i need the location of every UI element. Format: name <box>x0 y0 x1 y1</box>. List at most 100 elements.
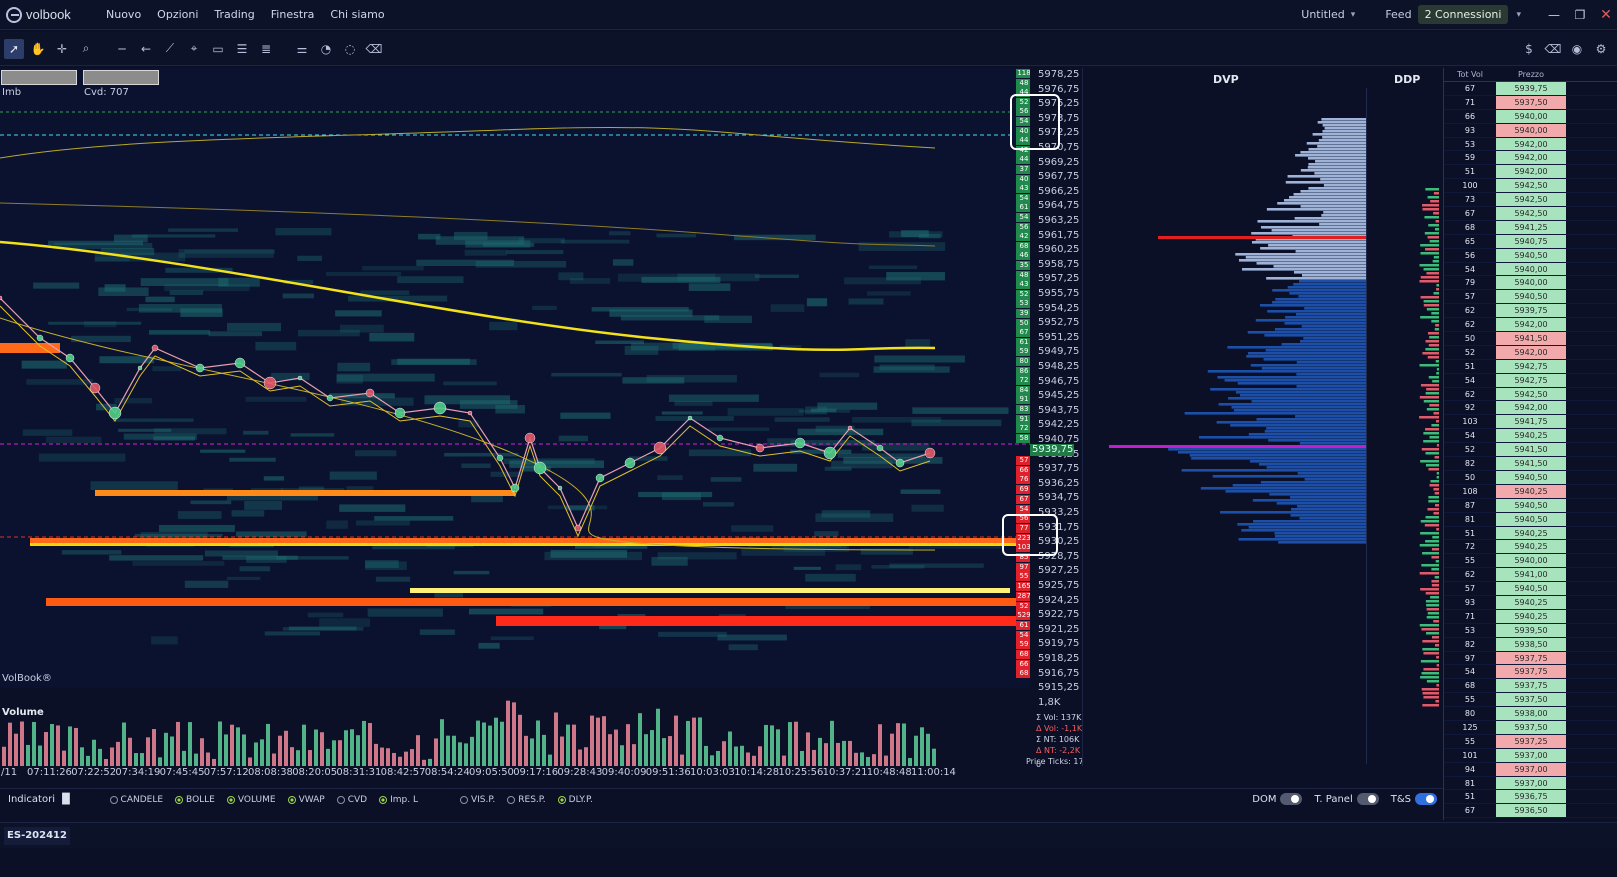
ladder-ask-cell[interactable]: 97 <box>1016 562 1032 572</box>
ladder-ask-cell[interactable]: 529 <box>1016 611 1032 621</box>
table-row[interactable]: 67 5942,50 <box>1444 207 1617 221</box>
ladder-ask-cell[interactable]: 69 <box>1016 485 1032 495</box>
table-row[interactable]: 93 5940,25 <box>1444 595 1617 610</box>
indicator-candele[interactable]: CANDELE <box>109 795 163 805</box>
ladder-ask-cell[interactable]: 56 <box>1016 514 1032 524</box>
ladder-bid-cell[interactable]: 52 <box>1016 97 1032 107</box>
maximize-button[interactable]: ❐ <box>1574 7 1586 22</box>
ladder-bid-cell[interactable]: 56 <box>1016 222 1032 232</box>
table-row[interactable]: 62 5942,50 <box>1444 387 1617 402</box>
dom-ladder[interactable]: 118 48 44 52 56 54 40 44 42 44 37 40 43 54 61 54 56 42 68 4… <box>1016 68 1032 688</box>
toggle-switch[interactable] <box>1356 793 1379 805</box>
ladder-bid-cell[interactable]: 53 <box>1016 299 1032 309</box>
ladder-bid-cell[interactable]: 91 <box>1016 395 1032 405</box>
table-row[interactable]: 66 5940,00 <box>1444 109 1617 124</box>
table-row[interactable]: 56 5940,50 <box>1444 248 1617 263</box>
ladder-bid-cell[interactable]: 61 <box>1016 203 1032 213</box>
ladder-bid-cell[interactable]: 48 <box>1016 270 1032 280</box>
ladder-ask-cell[interactable]: 85 <box>1016 553 1032 562</box>
time-and-sales-table[interactable]: Tot Vol Prezzo 67 5939,75 71 5937,50 66 5940,… <box>1443 68 1617 820</box>
close-button[interactable]: ✕ <box>1600 6 1612 23</box>
ladder-bid-cell[interactable]: 83 <box>1016 405 1032 414</box>
ladder-bid-cell[interactable]: 46 <box>1016 251 1032 261</box>
menu-nuovo[interactable]: Nuovo <box>106 8 142 21</box>
table-row[interactable]: 94 5937,00 <box>1444 762 1617 777</box>
ladder-bid-cell[interactable]: 118 <box>1016 69 1032 78</box>
table-row[interactable]: 92 5942,00 <box>1444 401 1617 416</box>
bell-icon[interactable]: ◔ <box>320 41 332 56</box>
ladder-ask-cell[interactable]: 223 <box>1016 533 1032 543</box>
table-row[interactable]: 108 5940,25 <box>1444 484 1617 499</box>
ladder-bid-cell[interactable]: 52 <box>1016 289 1032 299</box>
ladder-ask-cell[interactable]: 165 <box>1016 582 1032 592</box>
table-row[interactable]: 67 5939,75 <box>1444 82 1617 96</box>
table-row[interactable]: 65 5940,75 <box>1444 234 1617 249</box>
radio-icon[interactable] <box>287 795 296 804</box>
heatmap-chart[interactable] <box>0 68 1030 688</box>
ladder-ask-cell[interactable]: 68 <box>1016 669 1032 679</box>
ladder-bid-cell[interactable]: 59 <box>1016 347 1032 357</box>
table-row[interactable]: 51 5936,75 <box>1444 790 1617 805</box>
ladder-ask-cell[interactable]: 77 <box>1016 523 1032 533</box>
ladder-bid-cell[interactable]: 72 <box>1016 376 1032 386</box>
ladder-bid-cell[interactable]: 44 <box>1016 136 1032 146</box>
table-row[interactable]: 62 5939,75 <box>1444 304 1617 319</box>
ladder-ask-cell[interactable]: 66 <box>1016 659 1032 669</box>
table-row[interactable]: 57 5940,50 <box>1444 290 1617 305</box>
workspace-selector[interactable]: Untitled <box>1301 8 1345 21</box>
toggle-switch[interactable] <box>1415 793 1437 805</box>
ladder-bid-cell[interactable]: 91 <box>1016 414 1032 424</box>
table-row[interactable]: 54 5940,00 <box>1444 262 1617 277</box>
volume-panel[interactable] <box>0 690 1030 766</box>
table-row[interactable]: 54 5942,75 <box>1444 373 1617 388</box>
table-row[interactable]: 51 5942,75 <box>1444 359 1617 374</box>
ladder-ask-cell[interactable]: 67 <box>1016 494 1032 504</box>
list-icon[interactable]: ☰ <box>236 41 248 56</box>
indicator-imp-l[interactable]: Imp. L <box>379 795 418 805</box>
ladder-ask-cell[interactable]: 61 <box>1016 620 1032 630</box>
hline-icon[interactable]: ─ <box>118 41 126 56</box>
table-row[interactable]: 54 5940,25 <box>1444 429 1617 444</box>
table-row[interactable]: 72 5940,25 <box>1444 540 1617 555</box>
table-row[interactable]: 125 5937,50 <box>1444 720 1617 735</box>
ladder-ask-cell[interactable]: 66 <box>1016 465 1032 475</box>
ladder-ask-cell[interactable]: 54 <box>1016 504 1032 514</box>
indicator-vis-p-[interactable]: VIS.P. <box>459 795 495 805</box>
table-row[interactable]: 73 5942,50 <box>1444 193 1617 208</box>
ladder-ask-cell[interactable]: 55 <box>1016 572 1032 582</box>
table-row[interactable]: 53 5942,00 <box>1444 137 1617 152</box>
radio-icon[interactable] <box>336 795 345 804</box>
table-row[interactable]: 55 5937,50 <box>1444 693 1617 708</box>
ladder-bid-cell[interactable]: 54 <box>1016 193 1032 203</box>
ladder-bid-cell[interactable]: 58 <box>1016 433 1032 443</box>
ladder-ask-cell[interactable]: 52 <box>1016 601 1032 611</box>
table-row[interactable]: 82 5941,50 <box>1444 457 1617 471</box>
ladder-bid-cell[interactable]: 48 <box>1016 78 1032 88</box>
radio-icon[interactable] <box>507 795 516 804</box>
zoom-icon[interactable]: ⌕ <box>82 41 90 55</box>
ladder-bid-cell[interactable]: 37 <box>1016 165 1032 174</box>
ladder-bid-cell[interactable]: 54 <box>1016 213 1032 222</box>
chevron-down-icon[interactable]: ▾ <box>1516 9 1521 20</box>
cursor-icon[interactable]: ➚ <box>4 38 24 59</box>
record-icon[interactable]: ◉ <box>1571 42 1583 56</box>
ladder-bid-cell[interactable]: 61 <box>1016 337 1032 347</box>
table-row[interactable]: 71 5937,50 <box>1444 95 1617 110</box>
table-row[interactable]: 81 5940,50 <box>1444 512 1617 527</box>
settings-sliders-icon[interactable]: ⚌ <box>296 41 308 56</box>
table-row[interactable]: 80 5938,00 <box>1444 707 1617 721</box>
symbol-tab[interactable]: ES-202412 <box>4 827 70 845</box>
ladder-bid-cell[interactable]: 86 <box>1016 366 1032 376</box>
ladder-bid-cell[interactable]: 80 <box>1016 357 1032 366</box>
ladder-ask-cell[interactable]: 287 <box>1016 591 1032 601</box>
connections-badge[interactable]: 2 Connessioni <box>1417 5 1509 24</box>
indicator-dly-p-[interactable]: DLY.P. <box>557 795 593 805</box>
time-axis[interactable]: /11 07:11:26 07:22:52 07:34:19 07:45:45 07:5… <box>0 766 1030 780</box>
indicators-button[interactable]: Indicatori ▐▌ <box>8 794 74 805</box>
table-row[interactable]: 103 5941,75 <box>1444 415 1617 430</box>
rectangle-icon[interactable]: ▭ <box>212 41 224 56</box>
heatmap-svg[interactable] <box>0 68 1030 688</box>
price-axis[interactable]: 5978,25 5976,75 5975,25 5973,75 5972,25 5970,… <box>1030 68 1080 718</box>
ladder-ask-cell[interactable]: 68 <box>1016 650 1032 659</box>
ladder-bid-cell[interactable]: 40 <box>1016 174 1032 184</box>
